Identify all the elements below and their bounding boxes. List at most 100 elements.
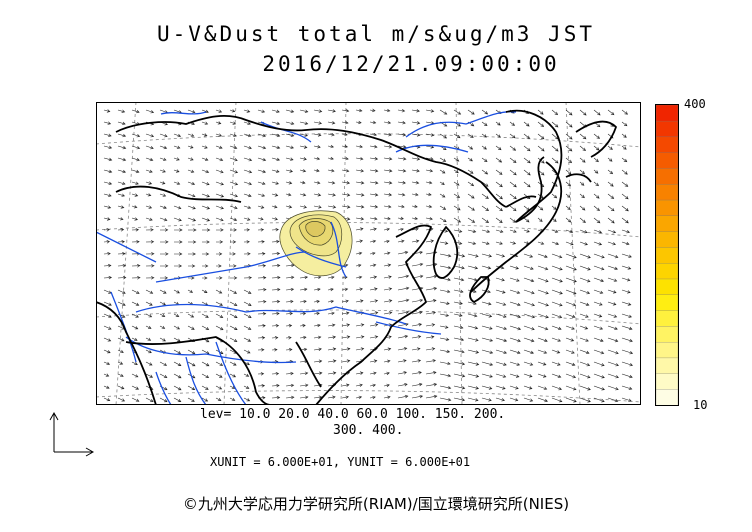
wind-vector-arrow bbox=[439, 313, 450, 317]
wind-vector-arrow bbox=[523, 181, 531, 188]
wind-vector-arrow bbox=[579, 373, 591, 379]
wind-vector-arrow bbox=[551, 361, 561, 366]
wind-vector-arrow bbox=[271, 383, 280, 388]
wind-vector-arrow bbox=[495, 169, 503, 175]
wind-vector-arrow bbox=[173, 373, 182, 379]
wind-vector-arrow bbox=[439, 385, 452, 390]
wind-vector-arrow bbox=[145, 169, 153, 173]
wind-vector-arrow bbox=[523, 337, 535, 343]
rivers bbox=[96, 111, 517, 405]
wind-vector-arrow bbox=[313, 311, 320, 316]
wind-vector-arrow bbox=[425, 371, 437, 375]
wind-vector-arrow bbox=[411, 347, 421, 351]
wind-vector-arrow bbox=[593, 217, 601, 224]
wind-vector-arrow bbox=[369, 120, 377, 125]
wind-vector-arrow bbox=[299, 395, 309, 400]
wind-vector-arrow bbox=[271, 336, 279, 340]
wind-vector-arrow bbox=[187, 157, 194, 161]
wind-vector-arrow bbox=[425, 347, 436, 351]
wind-vector-arrow bbox=[439, 241, 449, 245]
contour-levels-line1: lev= 10.0 20.0 40.0 60.0 100. 150. 200. bbox=[200, 407, 506, 422]
wind-vector-arrow bbox=[341, 156, 349, 161]
wind-vector-arrow bbox=[537, 337, 548, 342]
wind-vector-arrow bbox=[215, 181, 224, 186]
wind-vector-arrow bbox=[131, 276, 141, 280]
wind-vector-arrow bbox=[117, 264, 127, 268]
wind-vector-arrow bbox=[327, 109, 336, 113]
colorbar-swatch bbox=[656, 136, 678, 153]
wind-vector-arrow bbox=[188, 252, 196, 256]
wind-vector-arrow bbox=[579, 145, 586, 152]
wind-vector-arrow bbox=[131, 181, 139, 185]
wind-vector-arrow bbox=[299, 335, 307, 340]
wind-vector-arrow bbox=[579, 313, 589, 318]
reference-vector-axes bbox=[49, 411, 95, 457]
wind-vector-arrow bbox=[285, 145, 295, 149]
wind-vector-arrow bbox=[495, 313, 507, 318]
wind-vector-arrow bbox=[453, 289, 464, 294]
wind-vector-arrow bbox=[187, 181, 196, 186]
wind-vector-arrow bbox=[174, 228, 183, 232]
wind-vector-arrow bbox=[593, 385, 605, 391]
wind-vector-arrow bbox=[103, 361, 111, 365]
wind-vector-arrow bbox=[187, 205, 196, 210]
wind-vector-arrow bbox=[271, 193, 279, 197]
wind-vector-arrow bbox=[271, 311, 280, 316]
wind-vector-arrow bbox=[439, 109, 448, 115]
wind-vector-arrow bbox=[579, 337, 589, 342]
wind-vector-arrow bbox=[369, 193, 379, 197]
wind-vector-arrow bbox=[173, 385, 182, 391]
wind-vector-arrow bbox=[103, 240, 111, 244]
wind-vector-arrow bbox=[215, 157, 224, 162]
wind-vector-arrow bbox=[145, 373, 154, 378]
wind-vector-arrow bbox=[327, 299, 335, 304]
wind-vector-arrow bbox=[285, 169, 294, 173]
wind-vector-arrow bbox=[593, 145, 600, 151]
wind-vector-arrow bbox=[271, 348, 278, 352]
wind-vector-arrow bbox=[215, 313, 224, 318]
wind-vector-arrow bbox=[621, 241, 630, 246]
wind-vector-arrow bbox=[159, 252, 169, 256]
wind-vector-arrow bbox=[313, 323, 321, 328]
wind-vector-arrow bbox=[495, 337, 508, 343]
wind-vector-arrow bbox=[201, 157, 209, 161]
wind-vector-arrow bbox=[467, 349, 480, 354]
wind-vector-arrow bbox=[579, 241, 588, 246]
wind-vector-arrow bbox=[341, 120, 349, 125]
colorbar-swatch bbox=[656, 294, 678, 311]
wind-vector-arrow bbox=[215, 276, 223, 280]
wind-vector-arrow bbox=[607, 217, 615, 224]
wind-vector-arrow bbox=[593, 241, 603, 246]
wind-vector-arrow bbox=[285, 383, 295, 388]
wind-vector-arrow bbox=[579, 265, 591, 271]
wind-vector-arrow bbox=[397, 394, 409, 399]
wind-vector-arrow bbox=[117, 385, 125, 390]
wind-vector-arrow bbox=[187, 313, 195, 318]
wind-vector-arrow bbox=[215, 301, 223, 306]
colorbar-min-label: 10 bbox=[693, 398, 708, 412]
wind-vector-arrow bbox=[145, 289, 154, 294]
wind-vector-arrow bbox=[174, 240, 183, 244]
wind-vector-arrow bbox=[215, 289, 223, 294]
wind-vector-arrow bbox=[285, 157, 294, 161]
wind-vector-arrow bbox=[229, 121, 237, 125]
wind-vector-arrow bbox=[187, 145, 194, 149]
wind-vector-arrow bbox=[495, 385, 506, 390]
wind-vector-arrow bbox=[369, 108, 376, 113]
wind-vector-arrow bbox=[313, 335, 322, 340]
wind-vector-arrow bbox=[607, 181, 614, 187]
wind-vector-arrow bbox=[565, 145, 573, 152]
wind-vector-arrow bbox=[243, 193, 252, 198]
wind-vector-arrow bbox=[257, 109, 266, 113]
wind-vector-arrow bbox=[495, 373, 507, 378]
wind-vector-arrow bbox=[467, 229, 477, 233]
wind-vector-arrow bbox=[509, 169, 517, 176]
wind-vector-arrow bbox=[117, 275, 127, 280]
wind-vector-arrow bbox=[453, 169, 459, 174]
wind-vector-arrow bbox=[201, 313, 209, 318]
wind-vector-arrow bbox=[341, 335, 351, 339]
wind-vector-arrow bbox=[327, 193, 336, 197]
wind-vector-arrow bbox=[453, 217, 462, 223]
wind-vector-arrow bbox=[397, 192, 406, 197]
wind-vector-arrow bbox=[229, 264, 237, 268]
